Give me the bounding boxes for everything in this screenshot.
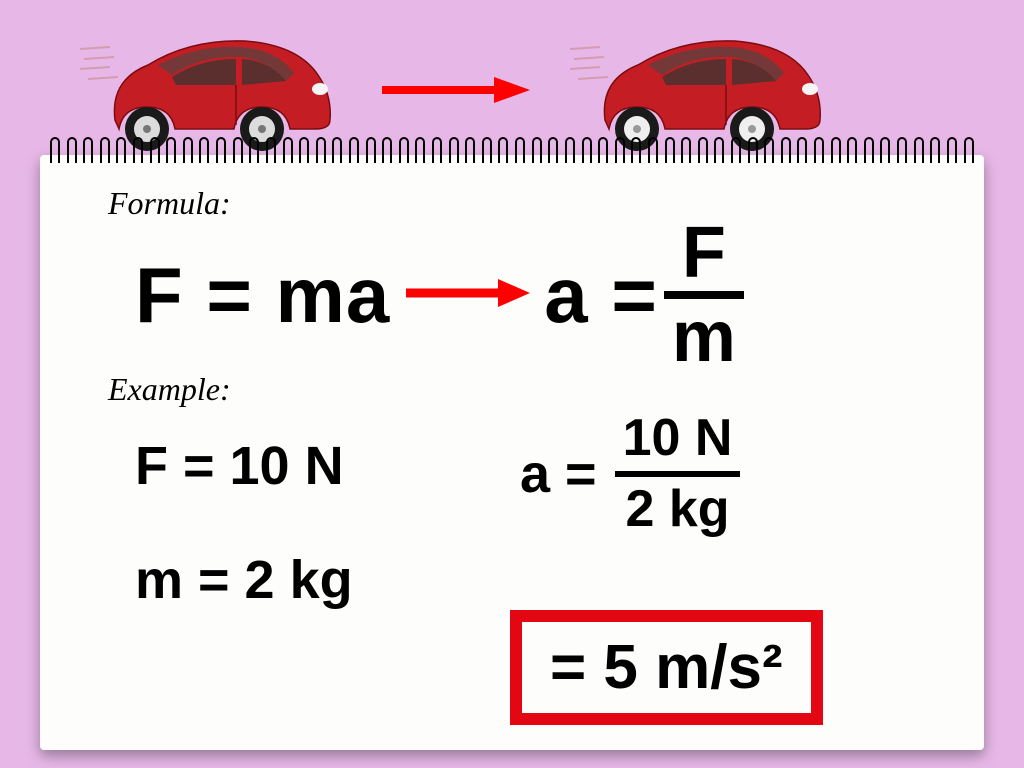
label-example: Example: (108, 371, 231, 408)
answer-box: = 5 m/s² (510, 610, 823, 725)
car-right (570, 25, 830, 155)
car-left (80, 25, 340, 155)
example-m: m = 2 kg (135, 549, 353, 611)
example-right: a = 10 N 2 kg (520, 410, 740, 538)
formula-fraction: F m (664, 217, 744, 373)
example-fraction: 10 N 2 kg (615, 410, 741, 538)
example-frac-den: 2 kg (617, 481, 737, 538)
formula-rhs-a: a = (544, 250, 658, 341)
formula-row: F = ma a = F m (135, 220, 954, 370)
example-f: F = 10 N (135, 435, 353, 497)
label-formula: Formula: (108, 185, 231, 222)
top-arrow-icon (380, 75, 530, 105)
example-left: F = 10 N m = 2 kg (135, 435, 353, 663)
example-a-eq: a = (520, 443, 597, 505)
spiral-binding (50, 137, 974, 165)
formula-arrow-icon (402, 273, 532, 318)
top-scene (0, 0, 1024, 155)
fraction-numerator: F (674, 217, 734, 289)
notepad: Formula: F = ma a = F m Example: F = 10 … (40, 155, 984, 750)
fraction-denominator: m (664, 301, 744, 373)
example-frac-num: 10 N (615, 410, 741, 467)
example-frac-bar (615, 471, 741, 477)
formula-lhs: F = ma (135, 250, 390, 341)
